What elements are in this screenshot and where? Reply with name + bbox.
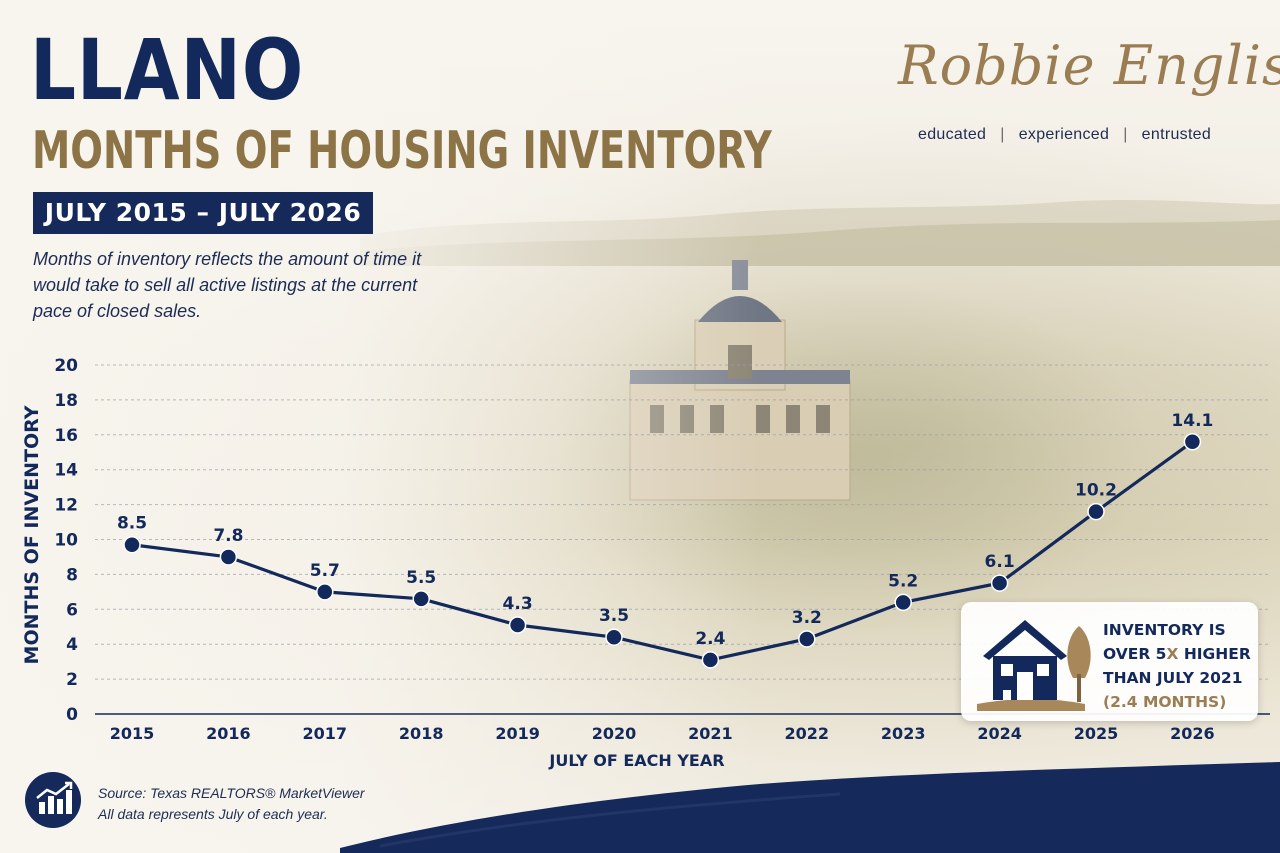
brand-tagline: educated | experienced | entrusted <box>918 126 1211 144</box>
x-tick-label: 2015 <box>110 724 155 743</box>
callout-line-4: (2.4 MONTHS) <box>1103 693 1227 711</box>
data-label: 5.2 <box>888 571 918 591</box>
tree-icon <box>1067 626 1091 702</box>
series-line <box>131 440 1194 662</box>
callout-line-1: INVENTORY IS <box>1103 621 1226 639</box>
tagline-educated: educated <box>918 126 987 143</box>
data-point <box>123 535 141 554</box>
data-label: 10.2 <box>1075 481 1117 501</box>
data-point <box>508 616 527 634</box>
x-tick-label: 2025 <box>1074 724 1119 743</box>
x-tick-label: 2026 <box>1170 724 1215 743</box>
y-tick-label: 12 <box>54 496 78 516</box>
x-tick-label: 2019 <box>495 724 540 743</box>
x-tick-label: 2023 <box>881 724 926 743</box>
house-icon <box>977 620 1091 711</box>
tagline-experienced: experienced <box>1018 126 1110 143</box>
data-label: 3.2 <box>792 608 822 628</box>
source-line: Source: Texas REALTORS® MarketViewer <box>98 785 365 801</box>
page-title: LLANO <box>30 21 305 119</box>
y-tick-label: 14 <box>54 461 78 481</box>
callout-line-2: OVER 5X HIGHER <box>1103 645 1251 663</box>
y-tick-label: 10 <box>54 531 78 551</box>
date-range-banner: JULY 2015 – JULY 2026 <box>33 192 373 234</box>
tagline-separator: | <box>1123 126 1128 143</box>
data-label: 14.1 <box>1171 411 1213 431</box>
footer-brush-band <box>340 762 1280 853</box>
callout-text: INVENTORY IS OVER 5X HIGHER THAN JULY 20… <box>1103 618 1253 714</box>
x-tick-label: 2020 <box>592 724 637 743</box>
x-axis-title: JULY OF EACH YEAR <box>548 751 724 770</box>
y-tick-label: 8 <box>66 565 78 585</box>
x-tick-label: 2018 <box>399 724 444 743</box>
data-label: 2.4 <box>695 629 725 649</box>
y-tick-label: 4 <box>66 635 78 655</box>
y-tick-label: 20 <box>54 356 78 376</box>
x-tick-label: 2016 <box>206 724 251 743</box>
x-tick-label: 2021 <box>688 724 733 743</box>
data-label: 4.3 <box>503 594 533 614</box>
y-tick-label: 6 <box>66 600 78 620</box>
x-tick-label: 2022 <box>785 724 830 743</box>
left-fade-overlay <box>0 0 760 853</box>
y-axis-title: MONTHS OF INVENTORY <box>21 405 43 664</box>
data-point <box>1087 502 1105 521</box>
y-tick-label: 18 <box>54 391 78 411</box>
source-note: Source: Texas REALTORS® MarketViewer All… <box>98 783 365 825</box>
y-tick-label: 2 <box>66 670 78 690</box>
callout-line-3: THAN JULY 2021 <box>1103 669 1243 687</box>
x-tick-label: 2024 <box>977 724 1022 743</box>
data-point <box>219 548 238 566</box>
y-tick-label: 16 <box>54 426 78 446</box>
data-point <box>316 583 334 601</box>
page-subtitle: MONTHS OF HOUSING INVENTORY <box>32 121 772 181</box>
tagline-entrusted: entrusted <box>1141 126 1212 143</box>
data-point <box>701 651 720 669</box>
data-label: 5.7 <box>310 561 340 581</box>
data-point <box>1183 433 1202 451</box>
inventory-line-chart: 0 2 4 6 8 10 12 14 16 18 20 2015 2016 2017 2018 2019 20… <box>21 356 1270 770</box>
inventory-callout: INVENTORY IS OVER 5X HIGHER THAN JULY 20… <box>961 602 1258 721</box>
data-label: 8.5 <box>117 514 147 534</box>
x-tick-label: 2017 <box>303 724 348 743</box>
data-label: 7.8 <box>213 526 243 546</box>
bar-chart-icon <box>25 772 81 828</box>
y-tick-label: 0 <box>66 705 78 725</box>
brand-signature: Robbie English <box>898 34 1280 97</box>
data-point <box>605 628 623 646</box>
data-label: 5.5 <box>406 568 436 588</box>
chart-description: Months of inventory reflects the amount … <box>33 249 422 321</box>
tagline-separator: | <box>1000 126 1005 143</box>
data-label: 6.1 <box>985 552 1015 572</box>
data-point <box>412 590 430 608</box>
data-point <box>990 574 1009 592</box>
data-point <box>894 593 912 612</box>
data-label: 3.5 <box>599 606 629 626</box>
source-note-line: All data represents July of each year. <box>98 806 328 822</box>
data-point <box>798 630 816 648</box>
